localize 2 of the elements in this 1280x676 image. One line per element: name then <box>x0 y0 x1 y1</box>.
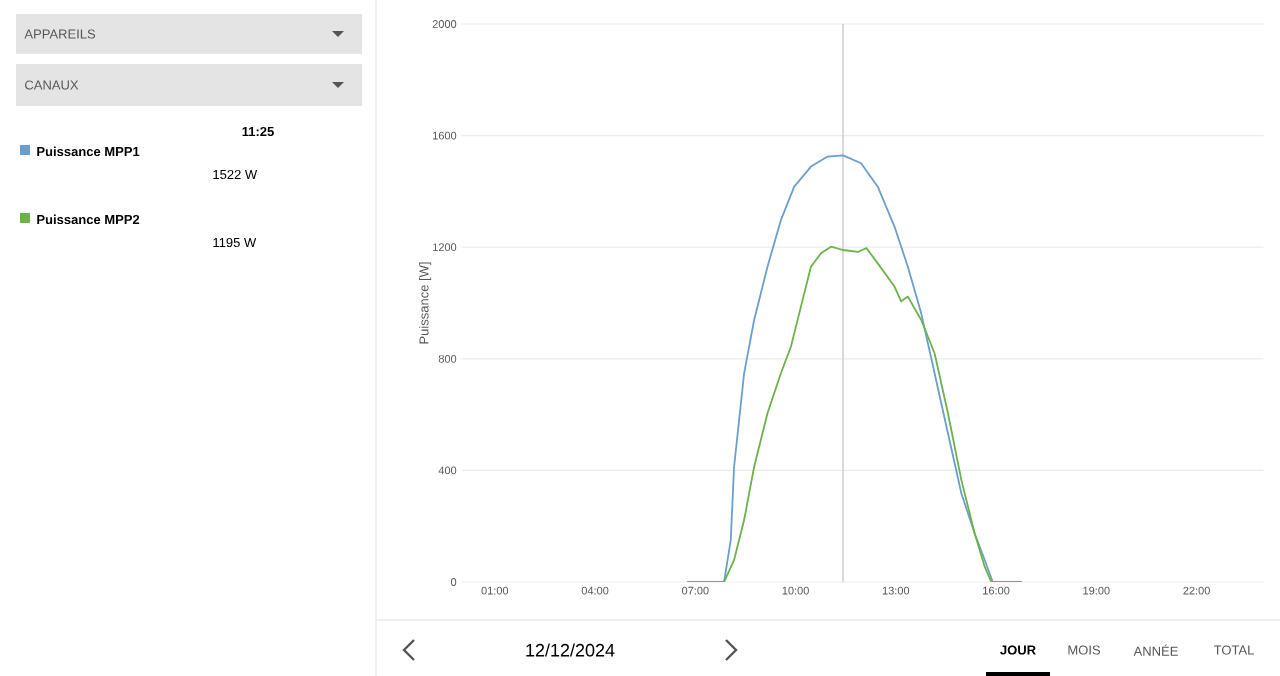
text: 12/12/2024 <box>526 643 615 657</box>
line-series <box>686 245 1023 582</box>
